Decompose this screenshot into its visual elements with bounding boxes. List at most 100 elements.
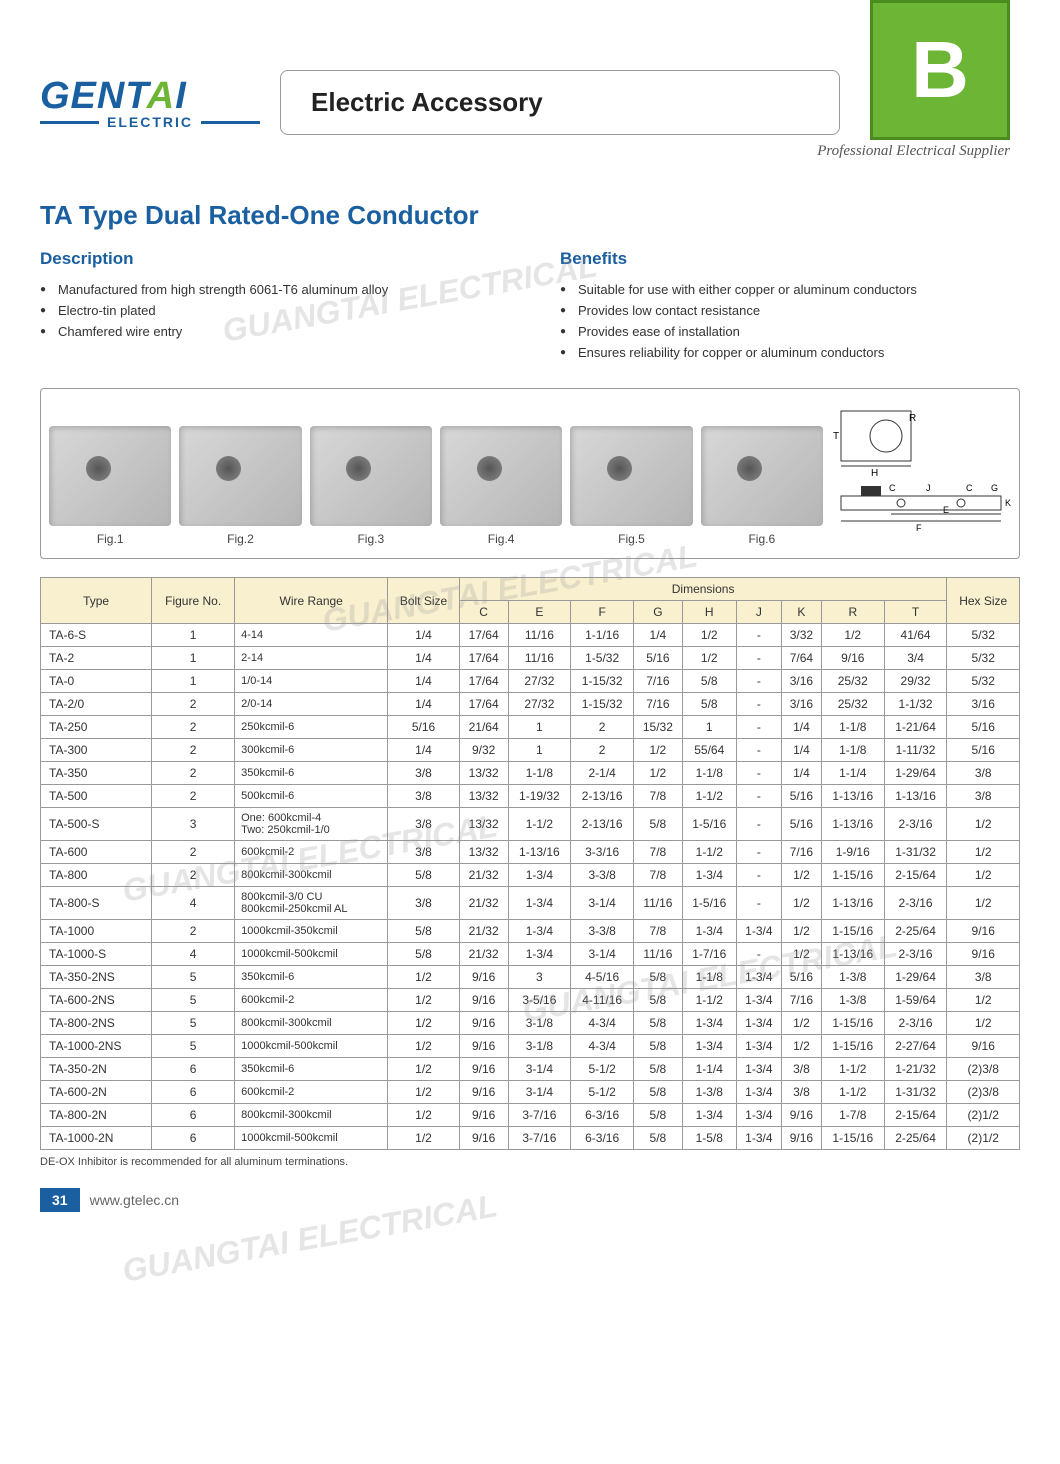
table-cell: -: [736, 739, 781, 762]
figure: Fig.2: [179, 426, 301, 546]
table-cell: 1-29/64: [884, 762, 947, 785]
table-cell: 9/16: [459, 1104, 508, 1127]
table-cell: 9/16: [459, 966, 508, 989]
table-cell: TA-800: [41, 864, 152, 887]
table-row: TA-1000-2N61000kcmil-500kcmil1/29/163-7/…: [41, 1127, 1020, 1150]
table-cell: 25/32: [821, 670, 884, 693]
table-cell: 5/16: [781, 785, 821, 808]
table-cell: 1/2: [388, 1035, 460, 1058]
table-cell: 6: [152, 1058, 235, 1081]
table-cell: 1-5/16: [682, 808, 736, 841]
table-cell: 1/2: [634, 762, 683, 785]
table-cell: 3/8: [388, 841, 460, 864]
table-cell: 2-13/16: [571, 808, 634, 841]
table-cell: 1-13/16: [821, 808, 884, 841]
figure: Fig.4: [440, 426, 562, 546]
table-cell: 27/32: [508, 670, 571, 693]
table-cell: -: [736, 864, 781, 887]
table-cell: 5/16: [388, 716, 460, 739]
description-item: Chamfered wire entry: [40, 321, 500, 342]
table-cell: 1-15/16: [821, 920, 884, 943]
table-cell: 2-15/64: [884, 1104, 947, 1127]
table-cell: 3/8: [388, 785, 460, 808]
table-cell: 4: [152, 943, 235, 966]
table-cell: 2-15/64: [884, 864, 947, 887]
table-cell: 1-3/8: [682, 1081, 736, 1104]
th-dim: K: [781, 601, 821, 624]
th-dim: F: [571, 601, 634, 624]
table-cell: 1/2: [947, 1012, 1020, 1035]
table-cell: 1-3/4: [736, 1035, 781, 1058]
svg-text:C: C: [966, 483, 973, 493]
table-cell: 500kcmil-6: [235, 785, 388, 808]
table-cell: 9/16: [459, 1012, 508, 1035]
table-cell: 1/2: [634, 739, 683, 762]
table-cell: 3/16: [781, 670, 821, 693]
table-cell: 1-1/8: [508, 762, 571, 785]
table-cell: 1-13/16: [508, 841, 571, 864]
table-cell: 600kcmil-2: [235, 841, 388, 864]
table-cell: 1-9/16: [821, 841, 884, 864]
table-cell: 1-15/32: [571, 693, 634, 716]
svg-text:T: T: [833, 431, 839, 442]
table-cell: 1000kcmil-500kcmil: [235, 1127, 388, 1150]
table-cell: 1-13/16: [821, 887, 884, 920]
table-cell: 2: [152, 785, 235, 808]
table-cell: 1/2: [947, 989, 1020, 1012]
figure-image: [310, 426, 432, 526]
table-cell: 3-1/8: [508, 1035, 571, 1058]
svg-text:R: R: [909, 413, 916, 424]
table-cell: 350kcmil-6: [235, 1058, 388, 1081]
benefits-col: Benefits Suitable for use with either co…: [560, 249, 1020, 363]
figure: Fig.1: [49, 426, 171, 546]
figure: Fig.3: [310, 426, 432, 546]
th-dim: J: [736, 601, 781, 624]
table-cell: TA-300: [41, 739, 152, 762]
table-cell: 1-15/16: [821, 1127, 884, 1150]
table-cell: 1-1/16: [571, 624, 634, 647]
table-cell: 600kcmil-2: [235, 989, 388, 1012]
table-row: TA-350-2NS5350kcmil-61/29/1634-5/165/81-…: [41, 966, 1020, 989]
logo-brand: GENTAI: [40, 75, 260, 118]
table-cell: 1/4: [634, 624, 683, 647]
table-cell: 6: [152, 1127, 235, 1150]
table-cell: 3/4: [884, 647, 947, 670]
spec-table: Type Figure No. Wire Range Bolt Size Dim…: [40, 577, 1020, 1150]
table-cell: -: [736, 943, 781, 966]
table-cell: 600kcmil-2: [235, 1081, 388, 1104]
table-cell: 1-31/32: [884, 1081, 947, 1104]
table-cell: 1-5/8: [682, 1127, 736, 1150]
table-cell: 9/16: [459, 1058, 508, 1081]
table-cell: 1-15/16: [821, 1012, 884, 1035]
table-cell: 13/32: [459, 785, 508, 808]
table-cell: TA-1000-2NS: [41, 1035, 152, 1058]
table-cell: 5: [152, 966, 235, 989]
table-cell: TA-350-2NS: [41, 966, 152, 989]
table-cell: 6: [152, 1104, 235, 1127]
table-cell: 1/0-14: [235, 670, 388, 693]
table-cell: 1: [508, 716, 571, 739]
table-cell: 1-7/8: [821, 1104, 884, 1127]
th-dim: T: [884, 601, 947, 624]
table-cell: 7/8: [634, 841, 683, 864]
figure-image: [440, 426, 562, 526]
table-cell: 3/32: [781, 624, 821, 647]
figure-label: Fig.5: [570, 532, 692, 546]
table-cell: 2-3/16: [884, 808, 947, 841]
table-cell: 3-1/4: [571, 887, 634, 920]
table-cell: 1-1/4: [682, 1058, 736, 1081]
table-cell: 7/8: [634, 864, 683, 887]
table-cell: 2: [152, 739, 235, 762]
table-cell: 3: [508, 966, 571, 989]
table-cell: 1-3/4: [682, 1012, 736, 1035]
table-cell: 5/32: [947, 647, 1020, 670]
table-cell: 1-1/2: [682, 841, 736, 864]
table-cell: TA-6-S: [41, 624, 152, 647]
table-cell: 17/64: [459, 624, 508, 647]
table-cell: 1000kcmil-500kcmil: [235, 943, 388, 966]
dimension-diagram: T R H C J C G F E K: [831, 401, 1011, 546]
th-type: Type: [41, 578, 152, 624]
table-cell: -: [736, 647, 781, 670]
table-cell: 5-1/2: [571, 1081, 634, 1104]
table-cell: -: [736, 670, 781, 693]
